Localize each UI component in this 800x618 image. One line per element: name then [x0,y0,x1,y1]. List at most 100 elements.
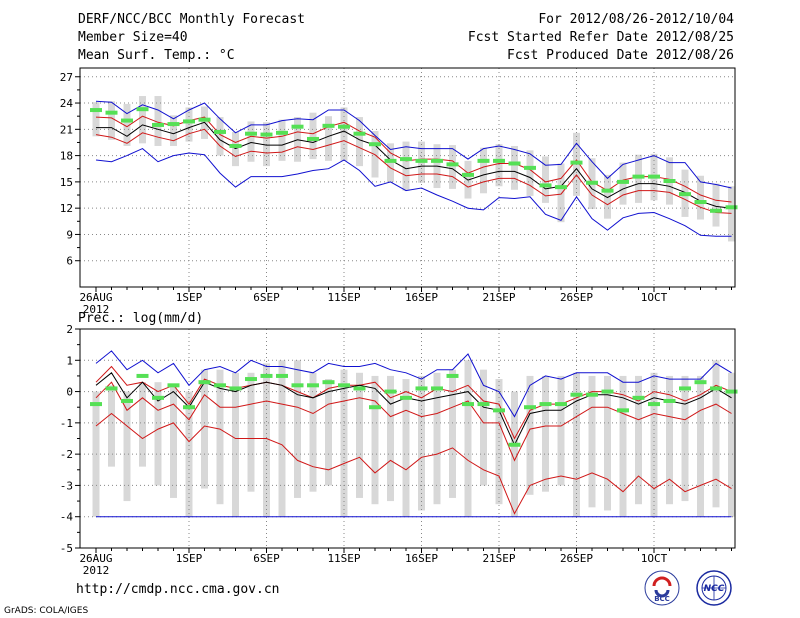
spread-box [123,391,131,502]
median-mark [679,192,691,197]
median-mark [446,373,459,378]
spread-box [402,379,410,517]
ncc-logo-text: NCC [704,584,725,594]
median-mark [400,157,412,162]
median-mark [617,179,629,184]
median-mark [291,124,304,129]
mean-line [96,121,732,209]
spread-box [666,375,673,505]
member-size: Member Size=40 [78,30,188,45]
median-mark [136,107,149,112]
median-mark [105,386,118,391]
median-mark [431,158,443,163]
median-mark [260,373,273,378]
median-mark [570,160,583,165]
x-tick-label: 11SEP [327,552,360,565]
median-mark [586,180,598,185]
x-tick-label: 26AUG [79,552,112,565]
plot-frame-0 [79,67,736,288]
median-mark [508,161,521,166]
median-mark [167,383,180,388]
spread-box [526,150,534,196]
source-url[interactable]: http://cmdp.ncc.cma.gov.cn [76,582,280,597]
median-mark [431,386,443,391]
median-mark [353,131,366,136]
spread-box [356,117,363,167]
mean-line [95,372,732,446]
median-mark [214,129,226,134]
median-mark [384,158,397,163]
y-tick-label: 6 [66,255,73,268]
spread-box [635,154,642,203]
median-mark [725,205,738,210]
median-mark [276,373,288,378]
median-mark [477,402,490,407]
y-tick-label: 2 [66,323,73,336]
median-mark [229,386,242,391]
median-mark [493,408,505,413]
chart-title: DERF/NCC/BCC Monthly Forecast [78,12,305,27]
median-mark [462,402,474,407]
median-mark [229,143,242,148]
median-mark [90,108,102,113]
spread-box [154,382,162,486]
median-mark [648,402,660,407]
spread-box [464,360,472,517]
spread-box [216,117,224,156]
spread-box [356,372,363,498]
median-mark [601,389,614,394]
median-mark [353,386,366,391]
started-refer-date: Fcst Started Refer Date 2012/08/25 [467,30,734,45]
spread-box [542,375,549,492]
outer-upper-line [95,100,732,189]
x-tick-label: 21SEP [482,552,515,565]
spread-box [309,112,317,160]
produced-date: Fcst Produced Date 2012/08/26 [507,48,734,63]
median-mark [322,380,335,385]
median-mark [152,395,164,400]
spread-box [728,186,735,242]
spread-box [278,119,286,161]
y-tick-label: -5 [60,542,73,555]
spread-box [712,183,720,227]
median-mark [260,132,273,137]
spread-box [650,372,658,517]
median-mark [663,398,676,403]
spread-box [278,360,286,517]
median-mark [648,174,660,179]
x-tick-label: 26SEP [560,552,593,565]
median-mark [586,392,598,397]
spread-box [108,101,115,140]
median-mark [601,188,614,193]
x-tick-sublabel: 2012 [83,564,110,577]
spread-box [325,116,332,161]
x-tick-label: 16SEP [405,291,438,304]
y-tick-label: 21 [60,123,73,136]
median-mark [121,118,133,123]
median-mark [570,392,583,397]
median-mark [167,122,180,127]
spread-box [92,102,100,137]
median-mark [90,402,102,407]
outer-upper-line [95,350,732,418]
median-mark [710,208,722,213]
spread-box [635,375,642,505]
median-mark [524,165,536,170]
spread-box [449,145,456,189]
spread-box [170,115,177,146]
spread-box [604,174,611,219]
spread-box [387,375,394,502]
spread-box [712,360,720,508]
median-mark [415,158,428,163]
median-mark [245,131,257,136]
x-tick-sublabel: 2012 [83,303,110,316]
median-mark [369,405,381,410]
spread-box [511,145,518,190]
median-mark [632,395,645,400]
median-mark [415,386,428,391]
spread-box [728,372,735,517]
spread-box [697,175,704,220]
spread-box [402,141,410,191]
spread-box [557,375,565,486]
